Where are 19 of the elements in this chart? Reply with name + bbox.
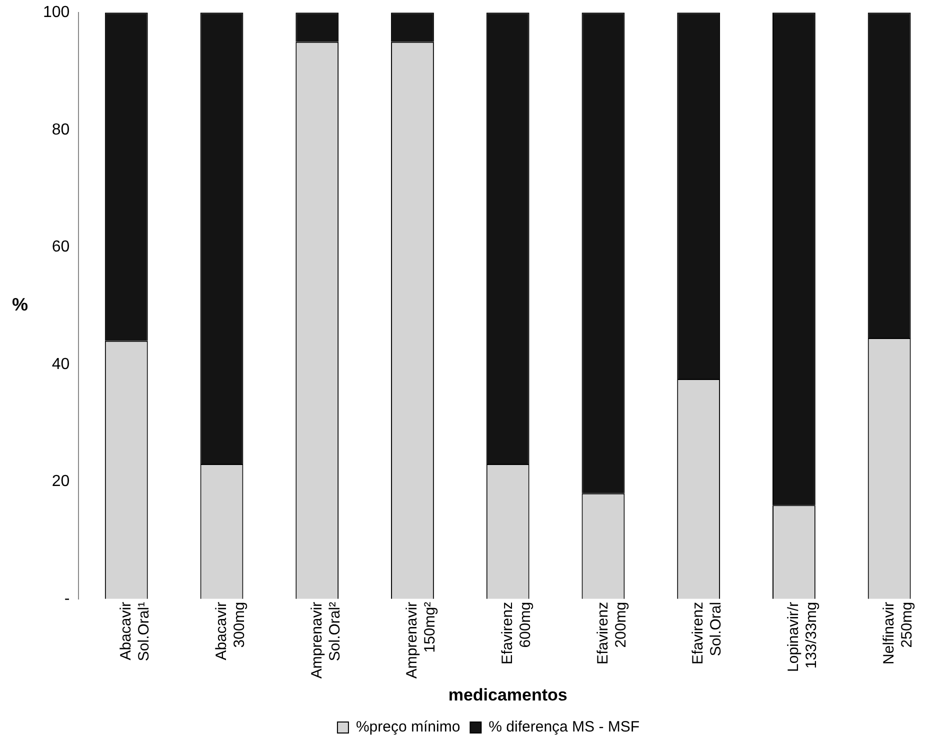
x-tick-label: Amprenavir Sol.Oral² [308,602,344,679]
x-axis-title: medicamentos [448,685,568,704]
y-tick-label: - [64,590,70,608]
x-tick-label: Abacavir Sol.Oral¹ [118,602,153,662]
y-tick-label: 20 [52,473,70,490]
y-axis-title: % [12,294,28,315]
x-tick-label: Efavirenz Sol.Oral [690,602,725,664]
x-tick-label: Amprenavir 150mg² [404,602,439,679]
legend-label: %preço mínimo [356,718,460,736]
x-tick-label: Lopinavir/r 133/33mg [785,602,820,672]
legend-label: % diferença MS - MSF [488,718,640,736]
y-tick-label: 80 [52,121,70,138]
y-tick-label: 100 [42,4,70,22]
x-tick-label: Efavirenz 600mg [498,602,534,664]
x-tick-label: Efavirenz 200mg [594,602,630,664]
y-tick-label: 40 [52,356,70,373]
y-tick-label: 60 [52,238,70,256]
x-tick-label: Abacavir 300mg [212,602,248,660]
x-tick-label: Nelfinavir 250mg [880,602,916,664]
